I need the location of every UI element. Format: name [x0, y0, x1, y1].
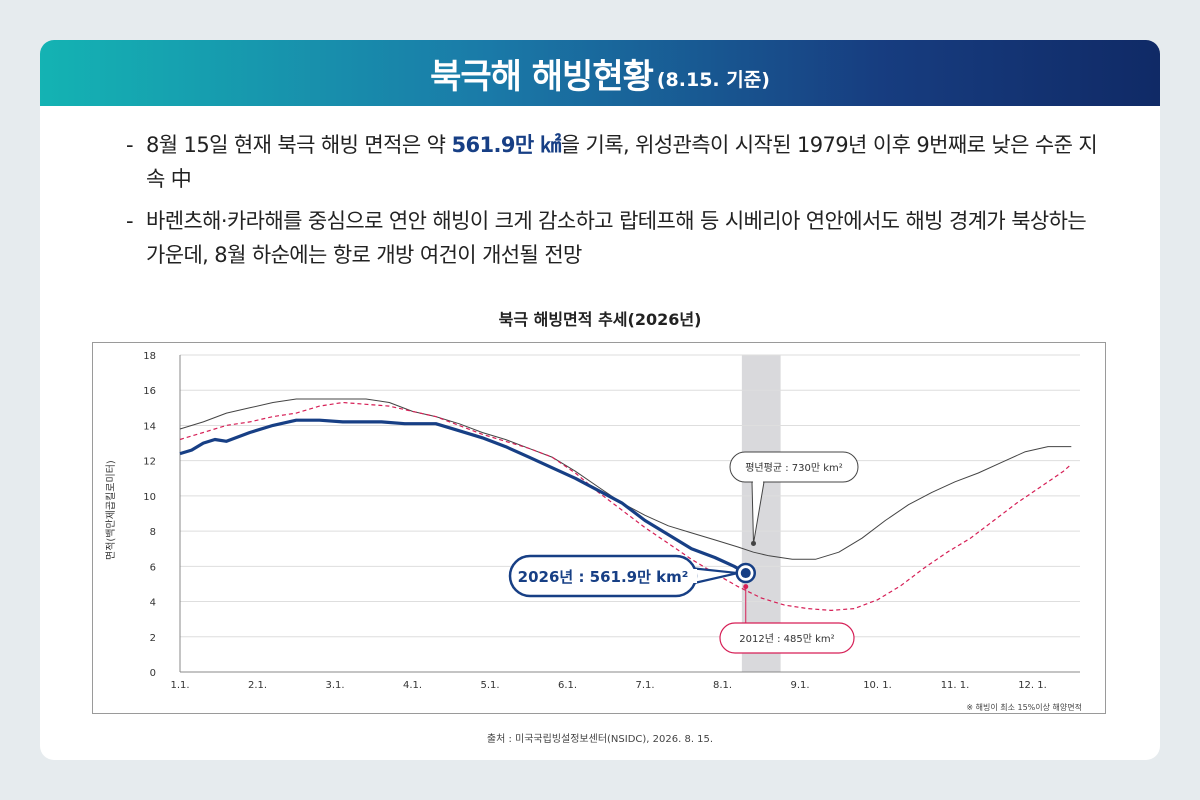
page-subtitle: (8.15. 기준) [656, 68, 770, 91]
series-line-1 [179, 401, 1072, 611]
x-tick-label: 8.1. [713, 680, 732, 691]
y-tick-label: 8 [150, 527, 156, 538]
x-tick-label: 5.1. [480, 680, 499, 691]
x-tick-label: 2.1. [248, 680, 267, 691]
header-banner: 북극해 해빙현황 (8.15. 기준) [40, 40, 1160, 106]
y-tick-label: 16 [143, 386, 156, 397]
annotation-bubble [719, 622, 855, 654]
current-point [740, 568, 751, 579]
series-line-0 [179, 398, 1072, 560]
y-tick-label: 10 [143, 492, 156, 503]
y-axis-label: 면적(백만제곱킬로미터) [106, 460, 117, 560]
bullet-text: 8월 15일 현재 북극 해빙 면적은 약 [146, 133, 452, 157]
chart-footnote: ※ 해빙이 최소 15%이상 해양면적 [966, 703, 1082, 712]
annotation-label: 2026년 : 561.9만 km² [518, 568, 689, 586]
y-tick-label: 6 [150, 562, 156, 573]
y-tick-label: 4 [150, 598, 156, 609]
y-tick-label: 0 [150, 668, 156, 679]
chart-title: 북극 해빙면적 추세(2026년) [498, 310, 702, 329]
chart-plot: 0 2 4 6 8 10 12 14 16 18 1.1. 2.1. 3.1. 4.1. 5.1. 6.1. 7… [143, 351, 1080, 691]
source-note: 출처 : 미국국립빙설정보센터(NSIDC), 2026. 8. 15. [486, 734, 714, 745]
y-tick-label: 14 [143, 421, 156, 432]
x-tick-label: 10. 1. [863, 680, 892, 691]
bullet-dash: - [126, 209, 134, 233]
bullet-list: - 8월 15일 현재 북극 해빙 면적은 약 561.9만 ㎢을 기록, 위성… [126, 128, 1106, 280]
y-tick-label: 2 [150, 633, 156, 644]
bullet-text: 을 기록, 위성관측이 시작된 1979년 이후 9번째로 낮은 수준 지속 中 [146, 133, 1098, 191]
annotation-label: 2012년 : 485만 km² [739, 633, 834, 645]
x-tick-label: 9.1. [790, 680, 809, 691]
series-line-2 [179, 418, 747, 575]
bullet-dash: - [126, 133, 134, 157]
x-tick-label: 11. 1. [941, 680, 970, 691]
card: 북극해 해빙현황 (8.15. 기준) - 8월 15일 현재 북극 해빙 면적… [40, 40, 1160, 760]
annotation-bubble [729, 451, 859, 483]
chart-frame [92, 342, 1106, 714]
bullet-highlight: 561.9만 ㎢ [451, 133, 561, 157]
annotation-point [743, 584, 749, 590]
x-tick-label: 7.1. [635, 680, 654, 691]
x-tick-label: 4.1. [403, 680, 422, 691]
bullet-item: - 8월 15일 현재 북극 해빙 면적은 약 561.9만 ㎢을 기록, 위성… [126, 128, 1106, 196]
highlight-band [741, 355, 781, 672]
x-tick-label: 6.1. [558, 680, 577, 691]
bullet-item: - 바렌츠해·카라해를 중심으로 연안 해빙이 크게 감소하고 랍테프해 등 시… [126, 204, 1106, 272]
annotation-label: 평년평균 : 730만 km² [745, 462, 843, 474]
y-tick-label: 12 [143, 457, 156, 468]
x-tick-label: 1.1. [170, 680, 189, 691]
page-title: 북극해 해빙현황 [430, 56, 654, 97]
bullet-text: 바렌츠해·카라해를 중심으로 연안 해빙이 크게 감소하고 랍테프해 등 시베리… [146, 209, 1087, 267]
x-tick-label: 12. 1. [1018, 680, 1047, 691]
y-tick-label: 18 [143, 351, 156, 362]
x-tick-label: 3.1. [325, 680, 344, 691]
